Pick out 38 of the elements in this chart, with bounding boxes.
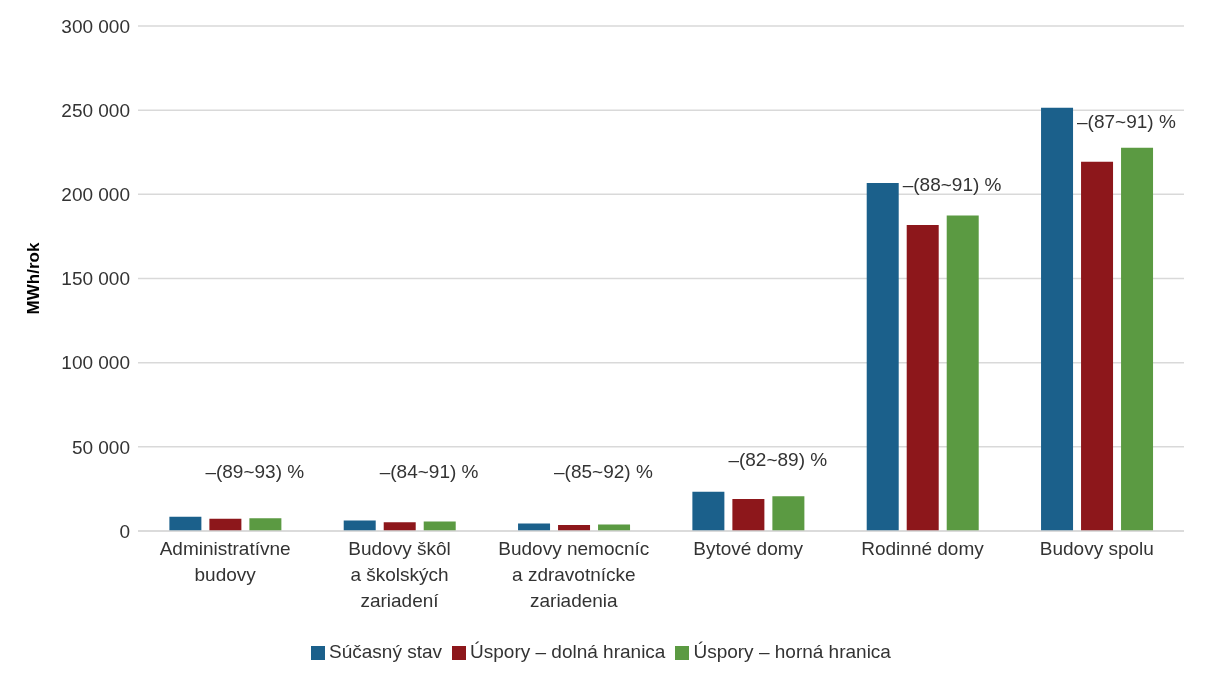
y-tick-label: 0: [119, 520, 130, 542]
legend-label: Úspory – horná hranica: [693, 641, 891, 662]
bar: [383, 522, 416, 531]
bar: [1081, 161, 1114, 531]
bar: [598, 524, 631, 531]
annotation: –(82~89) %: [728, 448, 828, 470]
y-tick-label: 100 000: [61, 352, 130, 374]
annotation: –(87~91) %: [1077, 111, 1176, 133]
y-tick-label: 150 000: [61, 268, 130, 290]
y-tick-label: 200 000: [61, 184, 130, 206]
x-tick-label: Budovy spolu: [1039, 538, 1154, 559]
y-axis-title: MWh/rok: [24, 242, 44, 315]
bar: [1121, 147, 1154, 531]
bar: [249, 518, 282, 531]
bar: [866, 183, 899, 531]
y-tick-label: 50 000: [71, 436, 130, 458]
bar: [209, 518, 242, 531]
bar: [169, 516, 202, 531]
bar: [946, 215, 979, 531]
x-tick-label: Administratívne budovy: [159, 538, 291, 585]
legend-label: Súčasný stav: [329, 641, 443, 662]
bar: [692, 491, 725, 531]
annotation: –(89~93) %: [205, 460, 305, 482]
x-tick-label: Budovy škôl a školských zariadení: [348, 538, 451, 611]
bar: [518, 523, 551, 531]
x-tick-label: Rodinné domy: [861, 538, 985, 559]
x-tick-label: Budovy nemocníc a zdravotnícke zariadenia: [498, 538, 650, 611]
bar: [906, 224, 939, 531]
x-tick-label: Bytové domy: [693, 538, 804, 559]
annotation: –(85~92) %: [554, 460, 653, 482]
annotation: –(88~91) %: [902, 174, 1002, 196]
bar: [732, 499, 765, 531]
bar: [772, 496, 805, 531]
legend-label: Úspory – dolná hranica: [470, 641, 666, 662]
bar: [1041, 107, 1074, 531]
annotation: –(84~91) %: [379, 460, 479, 482]
y-tick-label: 300 000: [61, 15, 130, 37]
y-tick-label: 250 000: [61, 99, 130, 121]
